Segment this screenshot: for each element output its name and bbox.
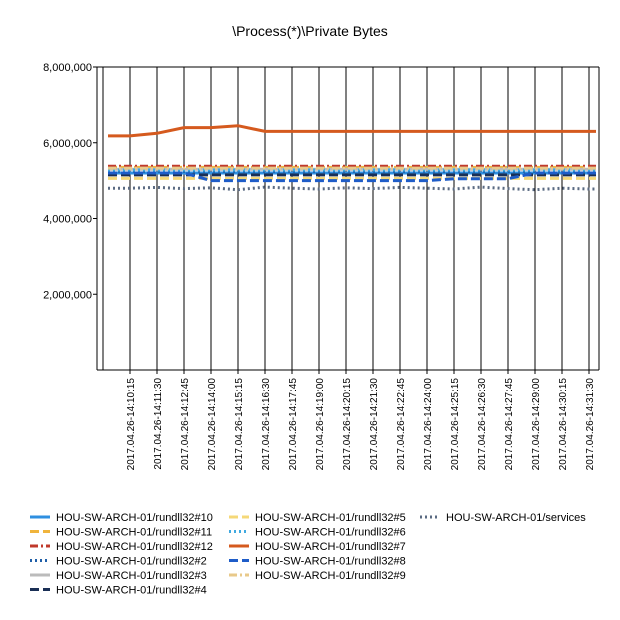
x-tick-label: 2017.04.26-14:20:15 — [342, 378, 353, 471]
series-line-8 — [108, 124, 596, 138]
y-tick-label: 4,000,000 — [43, 214, 92, 226]
x-tick-label: 2017.04.26-14:24:00 — [423, 378, 434, 471]
x-tick-label: 2017.04.26-14:25:15 — [450, 378, 461, 471]
x-tick-label: 2017.04.26-14:26:30 — [477, 378, 488, 471]
x-tick-label: 2017.04.26-14:14:00 — [207, 378, 218, 471]
x-tick-label: 2017.04.26-14:27:45 — [504, 378, 515, 471]
x-tick-label: 2017.04.26-14:15:15 — [234, 378, 245, 471]
legend-label: HOU-SW-ARCH-01/rundll32#2 — [56, 556, 207, 568]
legend-label: HOU-SW-ARCH-01/rundll32#3 — [56, 570, 207, 582]
chart-title: \Process(*)\Private Bytes — [232, 23, 388, 39]
x-tick-label: 2017.04.26-14:10:15 — [126, 378, 137, 471]
series-line-9 — [108, 171, 596, 183]
legend: HOU-SW-ARCH-01/rundll32#10 HOU-SW-ARCH-01… — [30, 512, 586, 597]
y-tick-label: 6,000,000 — [43, 138, 92, 150]
series-lines — [108, 124, 596, 192]
legend-label: HOU-SW-ARCH-01/rundll32#6 — [255, 527, 406, 539]
y-tick-label: 2,000,000 — [43, 289, 92, 301]
x-tick-label: 2017.04.26-14:30:15 — [558, 378, 569, 471]
x-tick-label: 2017.04.26-14:21:30 — [369, 378, 380, 471]
x-axis-ticks: 2017.04.26-14:10:15 2017.04.26-14:11:30 20… — [126, 370, 596, 470]
legend-label: HOU-SW-ARCH-01/rundll32#9 — [255, 570, 406, 582]
legend-label: HOU-SW-ARCH-01/rundll32#4 — [56, 585, 207, 597]
legend-label: HOU-SW-ARCH-01/rundll32#5 — [255, 512, 406, 524]
y-axis-ticks: 8,000,000 6,000,000 4,000,000 2,000,000 — [43, 62, 97, 301]
series-line-11 — [108, 185, 596, 192]
x-tick-label: 2017.04.26-14:19:00 — [315, 378, 326, 471]
legend-label: HOU-SW-ARCH-01/services — [446, 512, 586, 524]
x-tick-label: 2017.04.26-14:22:45 — [396, 378, 407, 471]
legend-label: HOU-SW-ARCH-01/rundll32#10 — [56, 512, 213, 524]
x-tick-label: 2017.04.26-14:16:30 — [261, 378, 272, 471]
legend-label: HOU-SW-ARCH-01/rundll32#8 — [255, 556, 406, 568]
x-tick-label: 2017.04.26-14:12:45 — [180, 378, 191, 471]
x-tick-label: 2017.04.26-14:31:30 — [585, 378, 596, 471]
legend-label: HOU-SW-ARCH-01/rundll32#7 — [255, 541, 406, 553]
legend-label: HOU-SW-ARCH-01/rundll32#11 — [56, 527, 212, 539]
vertical-gridlines — [102, 67, 590, 370]
x-tick-label: 2017.04.26-14:11:30 — [153, 378, 164, 470]
x-tick-label: 2017.04.26-14:29:00 — [531, 378, 542, 471]
y-tick-label: 8,000,000 — [43, 62, 92, 74]
x-tick-label: 2017.04.26-14:17:45 — [288, 378, 299, 471]
legend-label: HOU-SW-ARCH-01/rundll32#12 — [56, 541, 213, 553]
